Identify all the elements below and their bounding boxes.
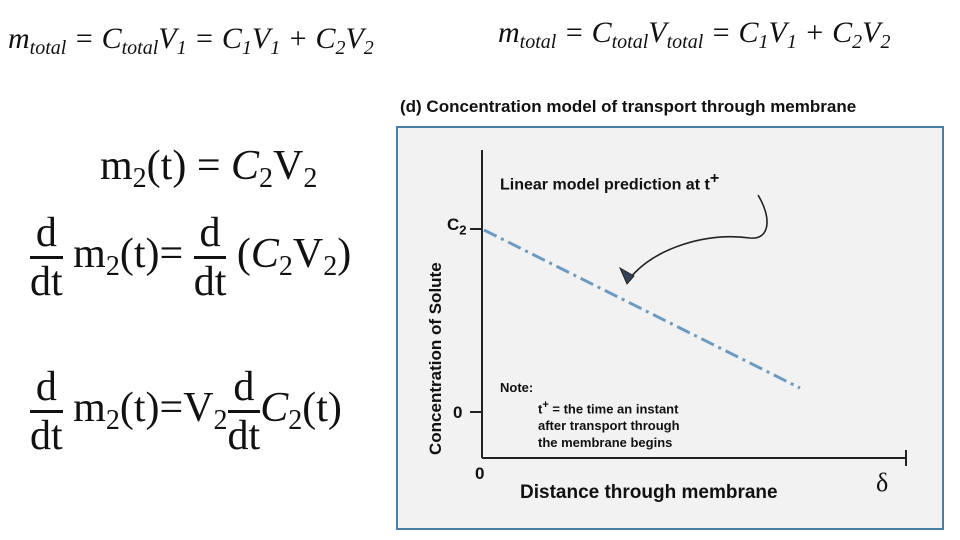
fraction-d-dt: d dt <box>30 364 63 459</box>
concentration-profile-line <box>483 228 801 390</box>
y-tick-label-c2: C2 <box>447 215 467 238</box>
concentration-panel <box>396 126 944 530</box>
fraction-d-dt: d dt <box>193 210 227 305</box>
note-title: Note: <box>500 380 534 395</box>
x-tick-label-delta: δ <box>876 468 889 497</box>
equation-mass-total-right: mtotal = CtotalVtotal = C1V1 + C2V2 <box>498 16 891 53</box>
note-line-1: t+ = the time an instant <box>538 399 679 417</box>
fraction-d-dt: d dt <box>227 364 261 459</box>
y-tick-label-zero: 0 <box>453 403 463 422</box>
x-axis-label: Distance through membrane <box>520 482 778 503</box>
annotation-arrow <box>629 194 768 279</box>
equation-mass-total-left: mtotal = CtotalV1 = C1V1 + C2V2 <box>8 22 374 59</box>
panel-title: (d) Concentration model of transport thr… <box>400 97 857 116</box>
equation-derivative-1: d dt m2(t)= d dt (C2V2) <box>30 210 352 305</box>
note-line-2: after transport through <box>538 418 680 434</box>
fraction-d-dt: d dt <box>30 210 63 305</box>
equation-derivative-2: d dt m2(t)=V2 d dt C2(t) <box>30 364 342 459</box>
note-line-3: the membrane begins <box>538 435 673 451</box>
equation-m2: m2(t) = C2V2 <box>100 143 318 194</box>
note-body: t+ = the time an instant after transport… <box>538 397 680 451</box>
x-tick-label-zero: 0 <box>475 464 485 483</box>
annotation-label: Linear model prediction at t+ <box>500 170 720 194</box>
arrow-head <box>618 266 635 285</box>
